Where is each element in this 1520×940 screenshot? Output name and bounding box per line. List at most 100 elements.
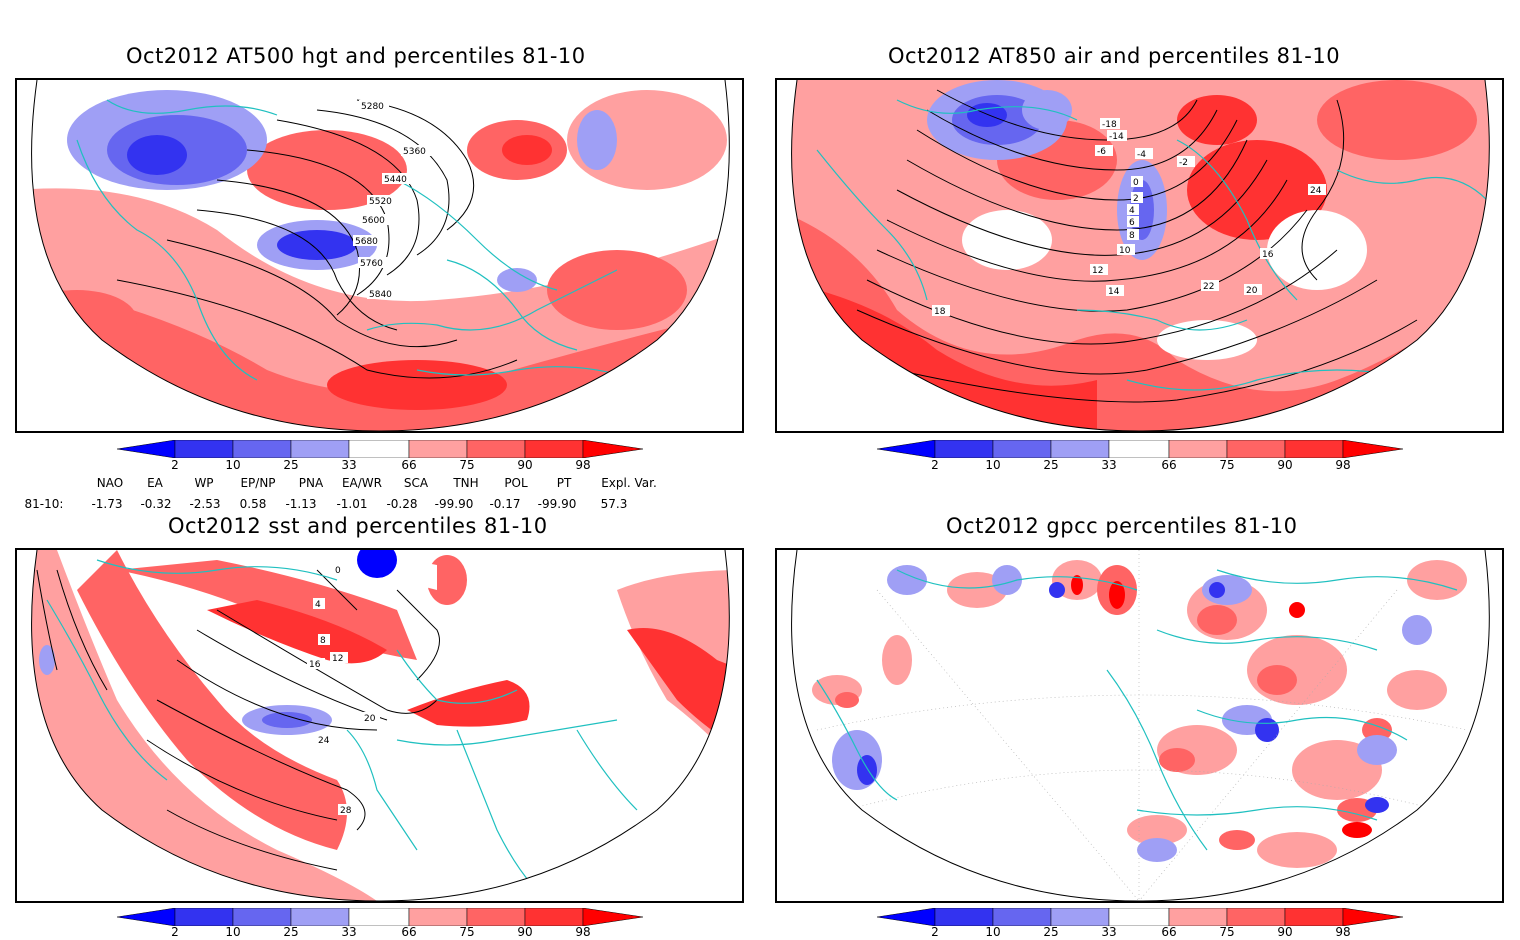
index-name: NAO bbox=[97, 476, 123, 490]
colorbar-label: 90 bbox=[517, 925, 532, 939]
index-value: -0.28 bbox=[386, 497, 417, 511]
panel-title-sst: Oct2012 sst and percentiles 81-10 bbox=[168, 514, 548, 538]
contour-label: 4 bbox=[315, 600, 321, 610]
colorbar-label: 2 bbox=[171, 458, 179, 472]
colorbar-label: 10 bbox=[225, 925, 240, 939]
contour-label: 5280 bbox=[361, 102, 384, 112]
colorbar-label: 90 bbox=[1277, 925, 1292, 939]
contour-label: 14 bbox=[1108, 287, 1120, 297]
contour-label: 0 bbox=[335, 566, 341, 576]
contour-label: 12 bbox=[1092, 266, 1103, 276]
contour-label: 10 bbox=[1119, 246, 1131, 256]
index-value: -0.17 bbox=[489, 497, 520, 511]
panel-title-hgt500: Oct2012 AT500 hgt and percentiles 81-10 bbox=[126, 44, 586, 68]
teleconnection-names: NAO EA WP EP/NP PNA EA/WR SCA TNH POL PT… bbox=[0, 476, 760, 492]
colorbar-label: 2 bbox=[931, 925, 939, 939]
contour-label: 24 bbox=[318, 736, 330, 746]
panel-title-air850: Oct2012 AT850 air and percentiles 81-10 bbox=[888, 44, 1340, 68]
colorbar-label: 90 bbox=[517, 458, 532, 472]
map-gpcc bbox=[775, 548, 1504, 903]
contour-label: 18 bbox=[934, 307, 946, 317]
index-value: -1.01 bbox=[336, 497, 367, 511]
contour-label: 5840 bbox=[369, 290, 392, 300]
colorbar-label: 10 bbox=[985, 458, 1000, 472]
index-name: TNH bbox=[453, 476, 478, 490]
contour-label: 20 bbox=[364, 714, 376, 724]
contour-label: 5760 bbox=[360, 259, 383, 269]
colorbar-label: 98 bbox=[575, 925, 590, 939]
index-name: SCA bbox=[404, 476, 428, 490]
panel-title-gpcc: Oct2012 gpcc percentiles 81-10 bbox=[946, 514, 1298, 538]
colorbar-label: 66 bbox=[401, 458, 416, 472]
contour-label: 5600 bbox=[362, 216, 385, 226]
contour-label: -4 bbox=[1137, 150, 1146, 160]
index-value: 57.3 bbox=[601, 497, 628, 511]
contour-label: 2 bbox=[1133, 194, 1139, 204]
contour-label: 12 bbox=[332, 654, 343, 664]
contour-label: 16 bbox=[1262, 250, 1274, 260]
colorbar-label: 75 bbox=[459, 925, 474, 939]
map-hgt500: 5280 5360 5440 5520 5600 5680 5760 5840 bbox=[15, 78, 744, 433]
index-name: EA bbox=[147, 476, 163, 490]
colorbar-label: 75 bbox=[459, 458, 474, 472]
index-row-label: 81-10: bbox=[25, 497, 64, 511]
index-name: PNA bbox=[299, 476, 323, 490]
index-value: -1.13 bbox=[285, 497, 316, 511]
colorbar-label: 33 bbox=[1101, 458, 1116, 472]
index-value: 0.58 bbox=[240, 497, 267, 511]
contour-label: -6 bbox=[1097, 147, 1106, 157]
contour-label: 4 bbox=[1129, 206, 1135, 216]
contour-label: -18 bbox=[1102, 120, 1117, 130]
colorbar-label: 2 bbox=[171, 925, 179, 939]
colorbar-hgt500: 2 10 25 33 66 75 90 98 bbox=[117, 440, 643, 476]
colorbar-label: 2 bbox=[931, 458, 939, 472]
contour-label: 20 bbox=[1246, 286, 1258, 296]
contour-label: 24 bbox=[1310, 186, 1322, 196]
contour-label: -14 bbox=[1109, 132, 1124, 142]
colorbar-label: 25 bbox=[1043, 458, 1058, 472]
index-name: Expl. Var. bbox=[601, 476, 657, 490]
colorbar-label: 66 bbox=[1161, 458, 1176, 472]
colorbar-label: 98 bbox=[1335, 458, 1350, 472]
colorbar-label: 98 bbox=[575, 458, 590, 472]
map-sst: 0 4 8 12 16 20 24 28 bbox=[15, 548, 744, 903]
index-name: PT bbox=[557, 476, 572, 490]
index-value: -2.53 bbox=[189, 497, 220, 511]
map-air850: -18 -14 -6 -4 -2 0 2 4 6 8 10 12 14 16 1… bbox=[775, 78, 1504, 433]
colorbar-label: 33 bbox=[1101, 925, 1116, 939]
contour-label: 5360 bbox=[403, 147, 426, 157]
colorbar-label: 98 bbox=[1335, 925, 1350, 939]
colorbar-label: 90 bbox=[1277, 458, 1292, 472]
colorbar-label: 75 bbox=[1219, 925, 1234, 939]
index-value: -99.90 bbox=[435, 497, 474, 511]
index-name: WP bbox=[194, 476, 213, 490]
colorbar-air850: 2 10 25 33 66 75 90 98 bbox=[877, 440, 1403, 476]
contour-label: 8 bbox=[320, 636, 326, 646]
colorbar-label: 75 bbox=[1219, 458, 1234, 472]
contour-label: 8 bbox=[1129, 231, 1135, 241]
contour-label: 6 bbox=[1129, 218, 1135, 228]
colorbar-gpcc: 2 10 25 33 66 75 90 98 bbox=[877, 908, 1403, 940]
colorbar-label: 25 bbox=[1043, 925, 1058, 939]
index-value: -99.90 bbox=[538, 497, 577, 511]
colorbar-label: 33 bbox=[341, 458, 356, 472]
contour-label: 0 bbox=[1133, 178, 1139, 188]
index-name: EA/WR bbox=[342, 476, 382, 490]
colorbar-label: 66 bbox=[401, 925, 416, 939]
contour-label: 16 bbox=[309, 660, 321, 670]
index-value: -1.73 bbox=[91, 497, 122, 511]
index-name: EP/NP bbox=[240, 476, 275, 490]
colorbar-label: 33 bbox=[341, 925, 356, 939]
colorbar-label: 66 bbox=[1161, 925, 1176, 939]
contour-label: 5440 bbox=[384, 175, 407, 185]
colorbar-sst: 2 10 25 33 66 75 90 98 bbox=[117, 908, 643, 940]
index-name: POL bbox=[504, 476, 527, 490]
contour-label: 5520 bbox=[369, 197, 392, 207]
contour-label: -2 bbox=[1179, 158, 1188, 168]
colorbar-label: 25 bbox=[283, 925, 298, 939]
teleconnection-values: 81-10: -1.73 -0.32 -2.53 0.58 -1.13 -1.0… bbox=[0, 497, 760, 513]
contour-label: 22 bbox=[1203, 282, 1214, 292]
colorbar-label: 25 bbox=[283, 458, 298, 472]
colorbar-label: 10 bbox=[985, 925, 1000, 939]
contour-label: 5680 bbox=[355, 237, 378, 247]
